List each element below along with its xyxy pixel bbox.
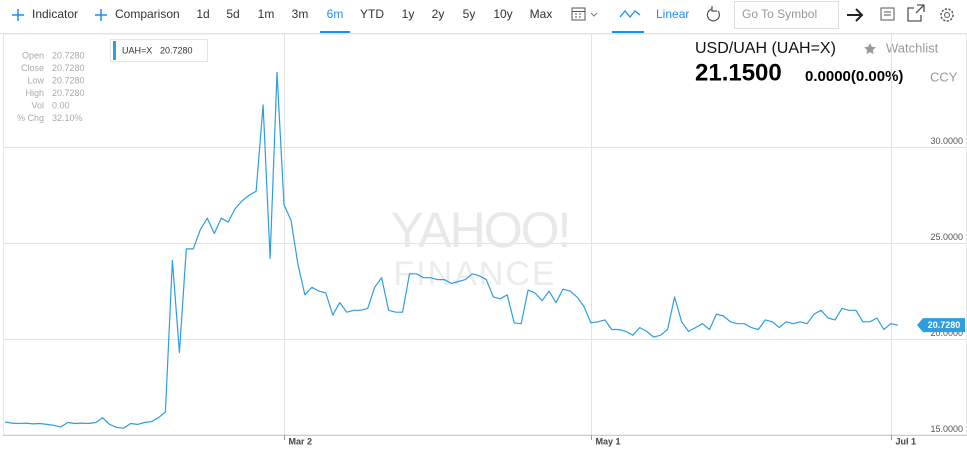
print-icon bbox=[880, 7, 895, 21]
gear-center bbox=[944, 12, 950, 18]
info-label: Open bbox=[22, 50, 44, 60]
quote-change: 0.0000(0.00%) bbox=[805, 68, 903, 85]
calendar-icon bbox=[571, 7, 586, 21]
last-value-tag bbox=[917, 318, 965, 333]
price-line bbox=[4, 71, 898, 429]
plus-icon bbox=[95, 9, 107, 21]
indicator-label: Indicator bbox=[32, 7, 78, 21]
info-value: 20.7280 bbox=[52, 63, 85, 73]
info-value: 20.7280 bbox=[52, 50, 85, 60]
info-value: 0.00 bbox=[52, 100, 70, 110]
info-label: % Chg bbox=[17, 113, 44, 123]
quote-currency: CCY bbox=[930, 69, 958, 84]
legend-name: UAH=X bbox=[122, 45, 152, 55]
comparison-label: Comparison bbox=[115, 7, 180, 21]
dropdown-caret bbox=[590, 12, 598, 17]
line-icon bbox=[619, 9, 641, 19]
y-tick-label: 25.0000 bbox=[930, 232, 963, 242]
watchlist-star[interactable] bbox=[864, 43, 876, 55]
quote-name: USD/UAH (UAH=X) bbox=[695, 40, 836, 57]
calendar-icon-detail bbox=[572, 11, 585, 18]
legend: UAH=X 20.7280 bbox=[110, 39, 208, 62]
info-label: Vol bbox=[31, 100, 44, 110]
legend-swatch bbox=[113, 41, 116, 60]
search-placeholder: Go To Symbol bbox=[742, 7, 817, 21]
print-button[interactable] bbox=[880, 7, 895, 21]
go-button[interactable] bbox=[847, 8, 864, 22]
range-button[interactable]: Max bbox=[530, 7, 553, 21]
watchlist-label[interactable]: Watchlist bbox=[886, 40, 939, 55]
range-button[interactable]: 10y bbox=[493, 7, 512, 21]
search-input bbox=[734, 1, 839, 29]
chart-type-button[interactable] bbox=[612, 9, 644, 33]
info-label: Close bbox=[21, 63, 44, 73]
range-button[interactable]: 2y bbox=[432, 7, 445, 21]
legend-box bbox=[110, 39, 208, 62]
range-button[interactable]: 5y bbox=[463, 7, 476, 21]
info-label: Low bbox=[27, 75, 44, 85]
undo-button[interactable] bbox=[706, 6, 720, 22]
x-tick-label: May 1 bbox=[596, 436, 621, 446]
range-button[interactable]: 6m bbox=[327, 7, 344, 21]
info-value: 32.10% bbox=[52, 113, 83, 123]
symbol-search[interactable]: Go To Symbol bbox=[734, 1, 839, 29]
info-value: 20.7280 bbox=[52, 75, 85, 85]
x-tick-label: Mar 2 bbox=[289, 436, 313, 446]
y-tick-label: 15.0000 bbox=[930, 424, 963, 434]
y-tick-label: 30.0000 bbox=[930, 136, 963, 146]
range-button[interactable]: 1y bbox=[402, 7, 415, 21]
watermark: YAHOO! bbox=[391, 202, 570, 258]
gear-icon bbox=[940, 8, 954, 22]
range-button[interactable]: 1m bbox=[258, 7, 275, 21]
range-button[interactable]: 1d bbox=[196, 7, 209, 21]
range-button[interactable]: YTD bbox=[360, 7, 384, 21]
comparison-button[interactable]: Comparison bbox=[95, 7, 180, 21]
x-tick-label: Jul 1 bbox=[896, 436, 917, 446]
print-icon-detail bbox=[884, 11, 891, 16]
share-button[interactable] bbox=[907, 4, 925, 22]
range-button[interactable]: 3m bbox=[292, 7, 309, 21]
range-button[interactable]: 5d bbox=[226, 7, 239, 21]
scale-button[interactable]: Linear bbox=[656, 7, 689, 21]
legend-value: 20.7280 bbox=[160, 45, 193, 55]
info-value: 20.7280 bbox=[52, 88, 85, 98]
settings-button[interactable] bbox=[940, 8, 954, 22]
active-underline bbox=[612, 31, 644, 33]
active-underline bbox=[320, 31, 350, 33]
calendar-button[interactable] bbox=[571, 7, 598, 21]
plus-icon bbox=[12, 9, 24, 21]
indicator-button[interactable]: Indicator bbox=[12, 7, 78, 21]
y-tick-label: 20.0000 bbox=[930, 328, 963, 338]
quote-price: 21.1500 bbox=[695, 59, 782, 86]
last-value-label: 20.7280 bbox=[928, 320, 961, 330]
info-label: High bbox=[25, 88, 44, 98]
